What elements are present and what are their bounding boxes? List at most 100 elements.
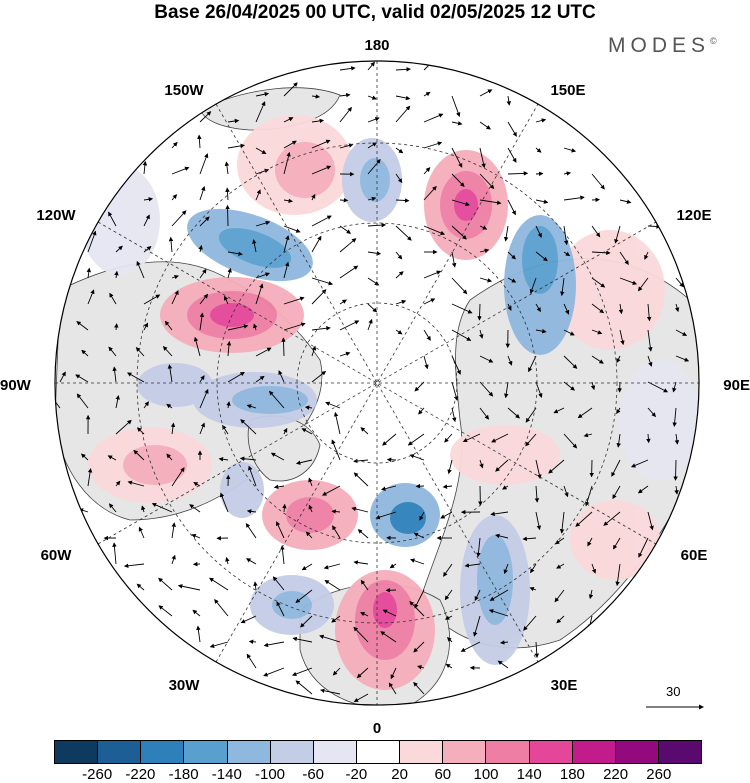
wind-vector [283, 322, 306, 331]
wind-vector [451, 173, 465, 187]
wind-vector [360, 427, 369, 435]
wind-vector [673, 459, 678, 481]
wind-vector [199, 312, 205, 331]
wind-vector [162, 346, 173, 357]
wind-vector [226, 401, 231, 409]
wind-vector [339, 66, 356, 71]
colorbar-swatch [443, 741, 487, 763]
colorbar-label: 140 [516, 766, 542, 783]
wind-vector [283, 225, 301, 233]
wind-vector [535, 118, 547, 123]
wind-vector [534, 485, 540, 503]
wind-vector [409, 600, 425, 617]
wind-vector [123, 563, 145, 569]
wind-vector [276, 601, 285, 617]
wind-vector [112, 366, 117, 383]
wind-vector [167, 364, 173, 383]
colorbar-swatch [313, 741, 357, 763]
wind-vector [503, 563, 509, 575]
lon-label-120w: 120W [36, 207, 76, 224]
wind-vector [637, 277, 649, 292]
wind-vector [479, 407, 490, 420]
wind-vector [530, 563, 537, 574]
wind-vector [353, 458, 369, 464]
wind-vector [339, 198, 349, 203]
lon-label-60w: 60W [41, 547, 73, 564]
wind-vector [389, 563, 397, 569]
wind-vector [143, 322, 149, 331]
wind-vector [563, 433, 578, 449]
wind-vector [255, 101, 266, 123]
wind-vector [367, 318, 373, 331]
wind-vector [278, 370, 285, 383]
wind-vector [227, 267, 232, 279]
wind-vector [395, 271, 404, 279]
wind-vector [127, 372, 145, 383]
wind-vector [311, 326, 331, 331]
wind-vector [199, 153, 209, 175]
wind-vector [171, 467, 185, 487]
wind-vector [255, 272, 270, 279]
wind-vector [497, 660, 509, 669]
wind-vector [114, 323, 119, 331]
wind-vector [507, 251, 516, 260]
wind-vector [339, 320, 360, 331]
wind-vector [225, 204, 230, 227]
wind-vector [272, 576, 285, 591]
wind-vector [75, 374, 89, 383]
anomaly-pos-9 [570, 500, 660, 580]
wind-vector [507, 277, 517, 283]
brand-name: MODES [608, 34, 711, 57]
wind-vector [615, 563, 621, 587]
wind-vector [282, 503, 287, 513]
wind-vector [283, 296, 305, 305]
wind-vector [171, 210, 187, 227]
wind-vector [591, 563, 597, 574]
wind-vector [191, 534, 201, 539]
wind-vector [575, 511, 593, 527]
wind-vector [240, 419, 257, 435]
wind-vector [171, 194, 178, 201]
wind-vector [367, 303, 378, 313]
wind-vector [548, 459, 565, 474]
wind-vector [638, 537, 649, 558]
anomaly-neg-10 [80, 165, 160, 275]
wind-vector [171, 141, 178, 149]
wind-vector [253, 323, 258, 331]
wind-vector [535, 251, 548, 262]
wind-vector [674, 433, 680, 445]
wind-vector [507, 121, 517, 137]
wind-vector [507, 171, 529, 176]
wind-vector [246, 653, 257, 669]
wind-vector [367, 196, 377, 202]
wind-vector [535, 171, 544, 177]
wind-vector [476, 537, 481, 558]
wind-vector [214, 599, 229, 617]
wind-vector [227, 371, 245, 383]
wind-vector [81, 349, 89, 357]
wind-vector [143, 197, 154, 202]
wind-vector [556, 563, 565, 569]
wind-vector [591, 225, 601, 238]
wind-vector [339, 106, 352, 123]
wind-vector [491, 433, 509, 443]
colorbar-label: -60 [302, 766, 325, 783]
wind-vector [488, 609, 509, 617]
wind-vector [451, 225, 467, 240]
wind-vector [423, 113, 444, 123]
wind-vector [177, 584, 201, 591]
wind-vector [226, 340, 232, 357]
wind-vector [367, 142, 378, 149]
lon-label-60e: 60E [681, 547, 708, 564]
lon-label-left: 90W [0, 377, 32, 394]
wind-vector [255, 147, 267, 155]
wind-vector [462, 433, 481, 443]
wind-vector [255, 375, 265, 383]
wind-vector [331, 439, 341, 461]
wind-vector [311, 193, 316, 201]
wind-vector [87, 468, 93, 487]
map-boundary [54, 60, 700, 706]
wind-vector [410, 558, 425, 565]
wind-vector [395, 225, 412, 241]
wind-vector [591, 355, 604, 364]
